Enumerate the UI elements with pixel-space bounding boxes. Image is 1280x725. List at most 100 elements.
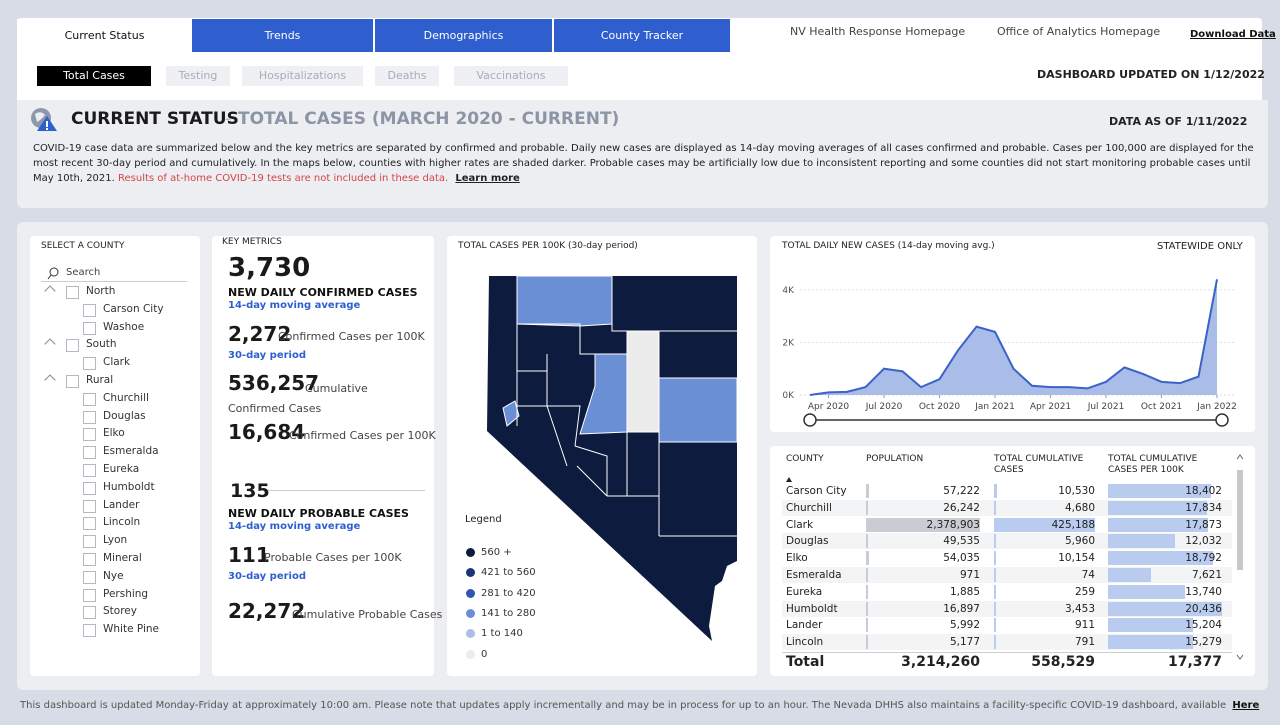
county-label[interactable]: Esmeralda — [103, 445, 159, 458]
county-label[interactable]: Storey — [103, 605, 137, 618]
column-header[interactable]: COUNTY — [786, 454, 824, 464]
total-divider — [782, 652, 1232, 653]
county-selector-title: SELECT A COUNTY — [41, 241, 125, 251]
county-name[interactable]: Eureka — [786, 585, 823, 598]
county-label[interactable]: Mineral — [103, 552, 142, 564]
county-label[interactable]: Washoe — [103, 320, 145, 333]
county-name[interactable]: Churchill — [786, 501, 832, 514]
checkbox[interactable] — [83, 428, 96, 442]
legend-label: 1 to 140 — [481, 628, 523, 640]
county-label[interactable]: Carson City — [103, 302, 164, 315]
header-separator: - — [225, 109, 232, 129]
checkbox[interactable] — [83, 553, 96, 566]
checkbox[interactable] — [66, 375, 79, 388]
total-cell: Total — [786, 654, 825, 670]
cell-bar — [994, 484, 997, 498]
county-name[interactable]: Humboldt — [786, 602, 838, 615]
x-tick-label: Jul 2020 — [865, 402, 903, 412]
cell-bar — [1108, 517, 1208, 532]
sort-indicator[interactable] — [786, 477, 792, 482]
county-label[interactable]: Douglas — [103, 409, 146, 422]
checkbox[interactable] — [83, 321, 96, 335]
county-name[interactable]: Elko — [786, 552, 808, 565]
county-name[interactable]: Carson City — [786, 485, 847, 497]
county-name[interactable]: Lander — [786, 619, 823, 632]
metric-value: 16,684 — [228, 420, 306, 444]
checkbox[interactable] — [83, 357, 96, 371]
checkbox[interactable] — [83, 570, 96, 584]
column-header[interactable]: TOTAL CUMULATIVE CASES PER 100K — [1108, 454, 1198, 475]
checkbox[interactable] — [83, 535, 96, 549]
county-name[interactable]: Douglas — [786, 535, 829, 548]
legend-swatch — [466, 568, 475, 578]
tab[interactable]: Demographics — [375, 19, 552, 52]
county-name[interactable]: Esmeralda — [786, 569, 842, 581]
subtab[interactable]: Testing — [166, 66, 230, 86]
subtab[interactable]: Vaccinations — [454, 66, 568, 86]
description-text: COVID-19 case data are summarized below … — [33, 143, 1254, 184]
county-label[interactable]: Humboldt — [103, 480, 155, 493]
range-slider-end[interactable] — [1215, 413, 1229, 427]
county-label[interactable]: Lander — [103, 498, 140, 511]
group-label[interactable]: South — [86, 338, 117, 351]
checkbox[interactable] — [66, 339, 79, 353]
checkbox[interactable] — [83, 392, 96, 406]
county-label[interactable]: White Pine — [103, 623, 160, 636]
group-label[interactable]: Rural — [86, 374, 114, 386]
county-label[interactable]: Clark — [103, 356, 131, 369]
search-box[interactable]: Search — [41, 265, 187, 282]
column-header[interactable]: TOTAL CUMULATIVE CASES — [994, 454, 1084, 475]
county-label[interactable]: Lincoln — [103, 516, 141, 529]
subtab[interactable]: Deaths — [375, 66, 439, 86]
subtab[interactable]: Hospitalizations — [242, 66, 363, 86]
tab[interactable]: County Tracker — [554, 19, 730, 52]
cell-value: 5,177 — [949, 636, 980, 649]
cell-value: 259 — [1074, 585, 1095, 598]
checkbox[interactable] — [83, 303, 96, 317]
checkbox[interactable] — [83, 624, 96, 638]
subtab[interactable]: Total Cases — [37, 66, 151, 86]
checkbox[interactable] — [83, 606, 96, 620]
tab[interactable]: Current Status — [17, 19, 192, 52]
legend-label: 421 to 560 — [481, 567, 536, 579]
checkbox[interactable] — [83, 464, 96, 477]
county-storey — [502, 400, 520, 427]
county-label[interactable]: Eureka — [103, 463, 140, 475]
scrollbar[interactable] — [1236, 452, 1244, 667]
checkbox[interactable] — [83, 481, 96, 495]
column-header[interactable]: POPULATION — [866, 454, 924, 464]
nav-link[interactable]: NV Health Response Homepage — [790, 25, 966, 38]
updated-date: DASHBOARD UPDATED ON 1/12/2022 — [1037, 68, 1265, 81]
metrics-card — [212, 236, 434, 676]
checkbox[interactable] — [83, 410, 96, 424]
chart-subtitle: STATEWIDE ONLY — [1157, 241, 1243, 252]
tab[interactable]: Trends — [192, 19, 373, 52]
trend-line — [809, 279, 1218, 396]
checkbox[interactable] — [83, 517, 96, 531]
county-label[interactable]: Elko — [103, 427, 125, 440]
county-label[interactable]: Churchill — [103, 391, 149, 404]
learn-more-link[interactable]: Learn more — [455, 173, 520, 184]
nav-link[interactable]: Download Data — [1190, 29, 1276, 40]
cell-value: 54,035 — [943, 552, 980, 565]
range-slider-start[interactable] — [803, 413, 817, 427]
nav-link[interactable]: Office of Analytics Homepage — [997, 25, 1161, 38]
checkbox[interactable] — [66, 286, 79, 299]
checkbox[interactable] — [83, 499, 96, 513]
county-label[interactable]: Pershing — [103, 587, 149, 600]
checkbox[interactable] — [83, 588, 96, 602]
county-name[interactable]: Lincoln — [786, 636, 824, 649]
checkbox[interactable] — [83, 446, 96, 460]
footer: This dashboard is updated Monday-Friday … — [20, 700, 1259, 711]
area-fill — [810, 279, 1217, 395]
county-label[interactable]: Lyon — [103, 534, 128, 547]
group-label[interactable]: North — [86, 285, 116, 297]
footer-link[interactable]: Here — [1232, 700, 1260, 711]
chart-card — [770, 236, 1255, 432]
warning-text: Results of at-home COVID-19 tests are no… — [118, 173, 449, 184]
legend-swatch — [466, 608, 475, 618]
cell-bar — [1108, 500, 1208, 515]
state-shape — [487, 276, 737, 641]
county-label[interactable]: Nye — [103, 569, 124, 582]
county-name[interactable]: Clark — [786, 518, 814, 531]
